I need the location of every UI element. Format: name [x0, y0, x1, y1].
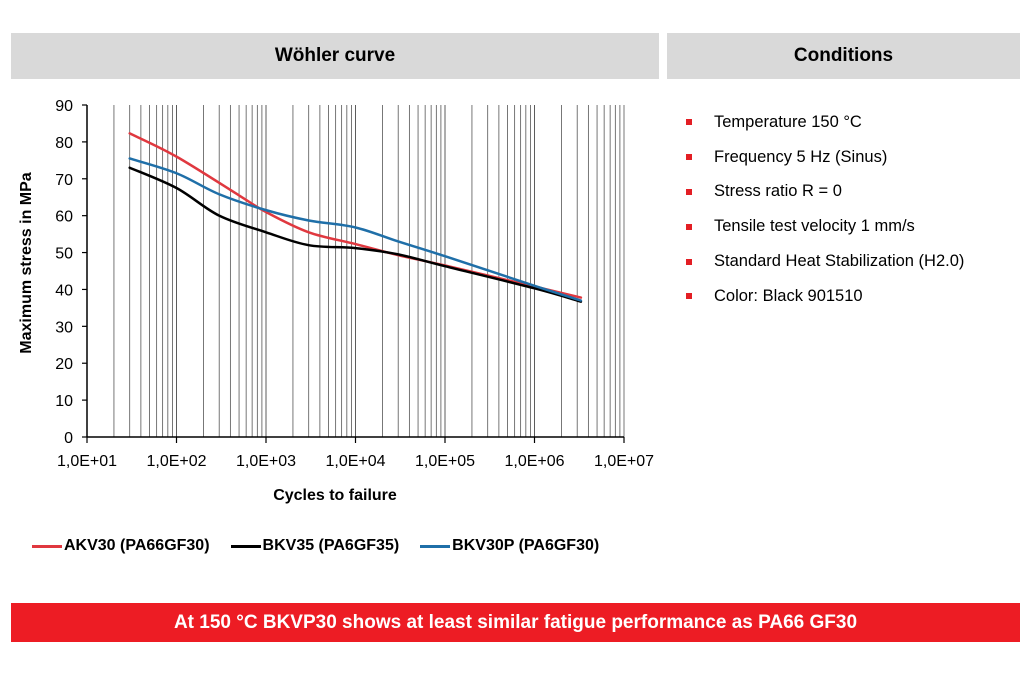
- conclusion-banner: At 150 °C BKVP30 shows at least similar …: [11, 603, 1020, 642]
- condition-text: Frequency 5 Hz (Sinus): [714, 147, 888, 166]
- condition-item: Color: Black 901510: [686, 279, 964, 314]
- x-tick-label: 1,0E+01: [57, 453, 117, 470]
- series-line-bkv30p: [128, 157, 583, 302]
- conditions-list: Temperature 150 °C Frequency 5 Hz (Sinus)…: [686, 105, 964, 314]
- y-tick-label: 0: [64, 430, 73, 447]
- legend-line-icon: [420, 544, 451, 548]
- condition-text: Stress ratio R = 0: [714, 182, 842, 201]
- condition-item: Standard Heat Stabilization (H2.0): [686, 244, 964, 279]
- condition-item: Temperature 150 °C: [686, 105, 964, 140]
- legend-label: BKV35 (PA6GF35): [262, 537, 400, 554]
- x-tick-label: 1,0E+06: [504, 453, 564, 470]
- y-tick-label: 60: [55, 209, 73, 226]
- legend-label: AKV30 (PA66GF30): [64, 537, 210, 554]
- bullet-icon: [686, 188, 692, 195]
- legend-line-icon: [230, 544, 261, 548]
- y-tick-label: 20: [55, 356, 73, 373]
- x-tick-label: 1,0E+03: [236, 453, 296, 470]
- x-tick-label: 1,0E+05: [415, 453, 475, 470]
- conditions-title: Conditions: [667, 33, 1020, 79]
- y-axis-title: Maximum stress in MPa: [18, 172, 35, 354]
- bullet-icon: [686, 258, 692, 265]
- y-tick-label: 50: [55, 246, 73, 263]
- legend-item: AKV30 (PA66GF30): [32, 537, 210, 555]
- bullet-icon: [686, 293, 692, 300]
- bullet-icon: [686, 154, 692, 161]
- y-tick-label: 70: [55, 172, 73, 189]
- y-tick-label: 40: [55, 282, 73, 299]
- condition-text: Tensile test velocity 1 mm/s: [714, 217, 915, 236]
- series-line-bkv35: [128, 166, 583, 303]
- grid-layer: [113, 105, 625, 437]
- y-tick-label: 30: [55, 319, 73, 336]
- series-line-akv30: [128, 132, 583, 299]
- bullet-icon: [686, 119, 692, 126]
- bullet-icon: [686, 223, 692, 230]
- legend-item: BKV30P (PA6GF30): [420, 537, 599, 555]
- chart-legend: AKV30 (PA66GF30) BKV35 (PA6GF35) BKV30P (P…: [32, 537, 620, 555]
- condition-item: Frequency 5 Hz (Sinus): [686, 140, 964, 175]
- x-tick-label: 1,0E+02: [146, 453, 206, 470]
- x-tick-label: 1,0E+07: [594, 453, 654, 470]
- y-tick-label: 80: [55, 135, 73, 152]
- condition-item: Tensile test velocity 1 mm/s: [686, 209, 964, 244]
- condition-text: Standard Heat Stabilization (H2.0): [714, 252, 965, 271]
- y-tick-label: 90: [55, 98, 73, 115]
- series-layer: [128, 132, 583, 303]
- woehler-chart: 0 10 20 30 40 50 60 70 80 90 1,0E+01 1,0E+02 1,0E+03…: [18, 98, 654, 504]
- chart-title: Wöhler curve: [11, 33, 659, 79]
- condition-text: Temperature 150 °C: [714, 112, 862, 131]
- condition-text: Color: Black 901510: [714, 286, 863, 305]
- legend-item: BKV35 (PA6GF35): [230, 537, 400, 555]
- x-tick-label: 1,0E+04: [325, 453, 385, 470]
- legend-line-icon: [32, 544, 62, 548]
- condition-item: Stress ratio R = 0: [686, 175, 964, 210]
- legend-label: BKV30P (PA6GF30): [452, 537, 600, 554]
- y-tick-label: 10: [55, 393, 73, 410]
- axes-layer: 0 10 20 30 40 50 60 70 80 90 1,0E+01 1,0E+02 1,0E+03…: [55, 98, 654, 470]
- x-axis-title: Cycles to failure: [273, 487, 397, 504]
